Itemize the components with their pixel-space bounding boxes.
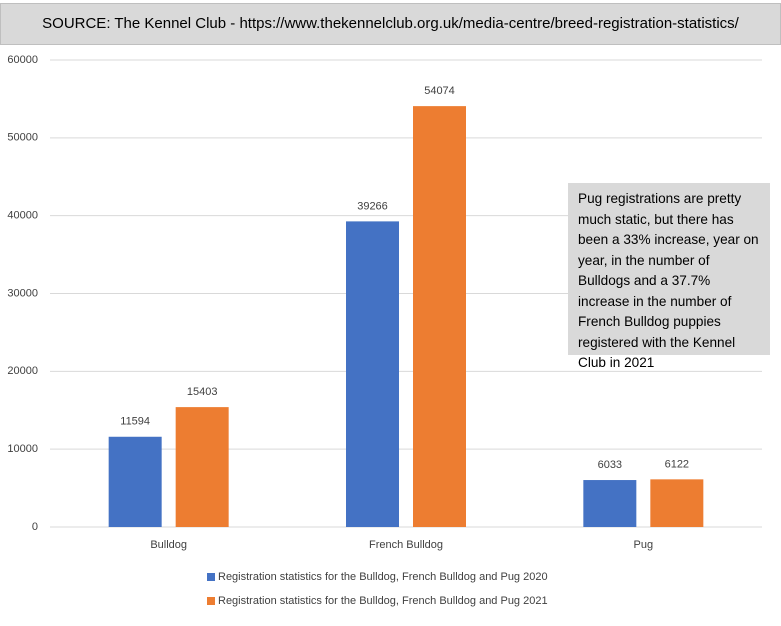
- value-label: 6033: [598, 459, 622, 471]
- bar: [175, 407, 229, 527]
- chart-title: SOURCE: The Kennel Club - https://www.th…: [0, 3, 781, 45]
- legend-swatch: [207, 597, 215, 605]
- y-tick-label: 0: [32, 521, 38, 533]
- x-tick-label: Bulldog: [150, 539, 187, 551]
- y-tick-label: 50000: [7, 132, 38, 144]
- y-tick-label: 20000: [7, 365, 38, 377]
- value-label: 39266: [357, 200, 388, 212]
- bar: [583, 480, 637, 527]
- legend-label: Registration statistics for the Bulldog,…: [218, 571, 548, 583]
- value-label: 11594: [120, 416, 150, 428]
- y-tick-label: 10000: [7, 443, 38, 455]
- bar: [650, 479, 704, 527]
- x-tick-label: Pug: [634, 539, 654, 551]
- value-label: 6122: [665, 458, 689, 470]
- y-tick-label: 60000: [7, 54, 38, 66]
- legend-label: Registration statistics for the Bulldog,…: [218, 595, 548, 607]
- bar: [346, 221, 399, 527]
- y-tick-label: 40000: [7, 210, 38, 222]
- value-label: 54074: [424, 85, 455, 97]
- x-tick-label: French Bulldog: [369, 539, 443, 551]
- value-label: 15403: [187, 386, 218, 398]
- bar: [413, 106, 466, 528]
- legend-swatch: [207, 573, 215, 581]
- y-tick-label: 30000: [7, 287, 38, 299]
- bar: [108, 436, 162, 527]
- annotation: Pug registrations are pretty much static…: [568, 183, 770, 370]
